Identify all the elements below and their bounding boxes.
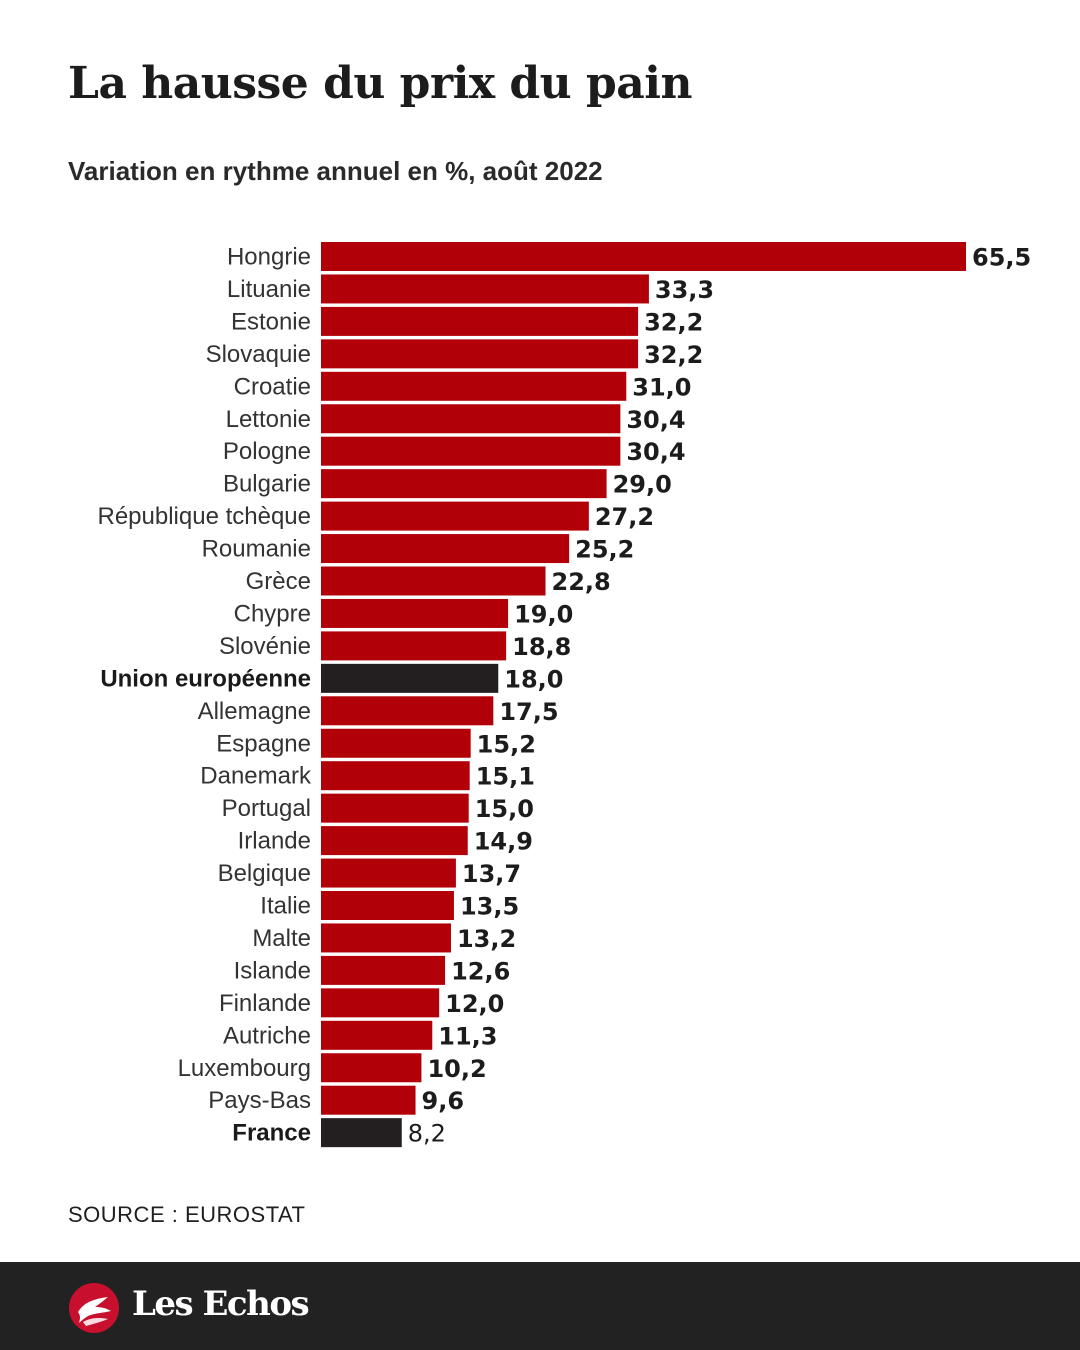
chart-subtitle: Variation en rythme annuel en %, août 20… (68, 156, 603, 186)
value-label-hongrie: 65,5 (972, 244, 1031, 272)
value-label-danemark: 15,1 (476, 763, 535, 791)
value-label-espagne: 15,2 (477, 730, 536, 758)
value-label-finlande: 12,0 (445, 990, 504, 1018)
bar-chart: Hongrie 65,5 Lituanie 33,3 Estonie 32,2 Slovaq… (97, 242, 1031, 1148)
value-label-bulgarie: 29,0 (613, 471, 672, 499)
category-label-estonie: Estonie (231, 308, 311, 335)
category-label-finlande: Finlande (219, 990, 311, 1017)
category-label-slovenie: Slovénie (219, 633, 311, 660)
bar-pologne (321, 436, 621, 466)
category-label-portugal: Portugal (222, 795, 311, 822)
category-label-malte: Malte (252, 925, 311, 952)
bar-slovenie (321, 631, 507, 661)
bar-croatie (321, 371, 627, 401)
category-label-lituanie: Lituanie (227, 276, 311, 303)
bar-portugal (321, 793, 469, 823)
value-label-allemagne: 17,5 (499, 698, 558, 726)
value-label-irlande: 14,9 (474, 828, 533, 856)
bar-pays-bas (321, 1085, 416, 1115)
category-label-france: France (232, 1120, 311, 1147)
bar-republique-tcheque (321, 501, 589, 531)
bar-autriche (321, 1020, 433, 1050)
category-label-danemark: Danemark (200, 763, 312, 790)
category-label-republique-tcheque: République tchèque (97, 503, 311, 530)
bar-union-europeenne (321, 663, 499, 693)
chart-title: La hausse du prix du pain (68, 58, 692, 109)
bar-chypre (321, 598, 509, 628)
category-label-grece: Grèce (246, 568, 311, 595)
bar-lituanie (321, 274, 649, 304)
bar-espagne (321, 728, 471, 758)
category-label-islande: Islande (234, 957, 311, 984)
category-label-slovaquie: Slovaquie (206, 341, 311, 368)
bar-islande (321, 955, 446, 985)
category-label-croatie: Croatie (234, 373, 311, 400)
value-label-republique-tcheque: 27,2 (595, 503, 654, 531)
bar-italie (321, 891, 454, 920)
category-label-allemagne: Allemagne (198, 698, 311, 725)
value-label-lituanie: 33,3 (655, 276, 714, 304)
footer-bar: Les Echos (0, 1262, 1080, 1350)
bar-malte (321, 923, 451, 953)
category-label-italie: Italie (260, 893, 311, 920)
bar-allemagne (321, 696, 494, 726)
category-label-pologne: Pologne (223, 438, 311, 465)
value-label-roumanie: 25,2 (575, 536, 634, 564)
value-label-autriche: 11,3 (438, 1022, 497, 1050)
bar-finlande (321, 988, 440, 1018)
bar-hongrie (321, 242, 966, 271)
category-label-espagne: Espagne (216, 730, 311, 757)
value-label-pays-bas: 9,6 (422, 1087, 465, 1115)
bar-france (321, 1118, 402, 1148)
category-label-pays-bas: Pays-Bas (208, 1087, 311, 1114)
bar-belgique (321, 858, 456, 888)
value-label-islande: 12,6 (451, 957, 510, 985)
value-label-lettonie: 30,4 (626, 406, 685, 434)
category-label-irlande: Irlande (238, 828, 311, 855)
bar-grece (321, 566, 546, 596)
value-label-france: 8,2 (408, 1120, 446, 1148)
bar-lettonie (321, 404, 621, 434)
value-label-slovenie: 18,8 (512, 633, 571, 661)
category-label-lettonie: Lettonie (226, 406, 311, 433)
value-label-luxembourg: 10,2 (427, 1055, 486, 1083)
category-label-chypre: Chypre (234, 600, 311, 627)
category-label-bulgarie: Bulgarie (223, 471, 311, 498)
value-label-belgique: 13,7 (462, 860, 521, 888)
category-label-roumanie: Roumanie (202, 536, 311, 563)
bar-bulgarie (321, 469, 607, 499)
bar-danemark (321, 761, 470, 791)
bar-irlande (321, 826, 468, 856)
category-label-luxembourg: Luxembourg (178, 1055, 311, 1082)
les-echos-logo-icon (69, 1283, 119, 1333)
value-label-union-europeenne: 18,0 (504, 665, 563, 693)
value-label-slovaquie: 32,2 (644, 341, 703, 369)
bar-slovaquie (321, 339, 639, 369)
value-label-grece: 22,8 (552, 568, 611, 596)
value-label-chypre: 19,0 (514, 600, 573, 628)
value-label-estonie: 32,2 (644, 308, 703, 336)
value-label-croatie: 31,0 (632, 373, 691, 401)
category-label-autriche: Autriche (223, 1022, 311, 1049)
value-label-italie: 13,5 (460, 893, 519, 921)
category-label-belgique: Belgique (218, 860, 311, 887)
value-label-portugal: 15,0 (475, 795, 534, 823)
category-label-hongrie: Hongrie (227, 244, 311, 271)
bar-estonie (321, 306, 639, 336)
bar-roumanie (321, 534, 570, 564)
source-note: SOURCE : EUROSTAT (68, 1202, 306, 1227)
bar-luxembourg (321, 1053, 422, 1083)
brand-name: Les Echos (132, 1284, 310, 1324)
category-label-union-europeenne: Union européenne (100, 665, 311, 692)
value-label-pologne: 30,4 (626, 438, 685, 466)
value-label-malte: 13,2 (457, 925, 516, 953)
